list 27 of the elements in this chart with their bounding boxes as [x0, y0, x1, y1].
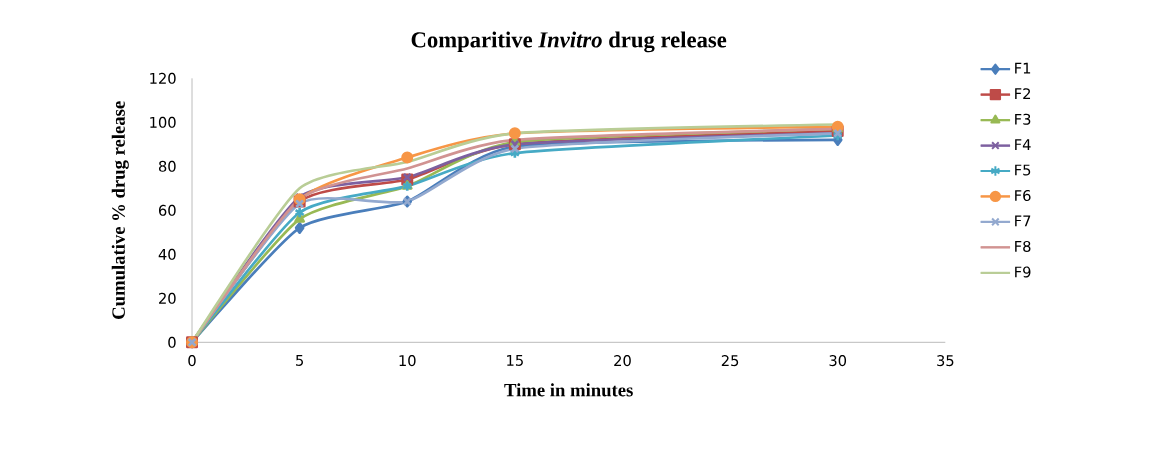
legend-label: F3 — [1015, 113, 1031, 125]
legend-label: F8 — [1015, 240, 1031, 252]
legend-label: F6 — [1015, 190, 1031, 202]
legend-label: F1 — [1015, 62, 1031, 74]
y-tick-label: 0 — [168, 336, 176, 348]
y-tick-label: 20 — [159, 292, 176, 304]
x-tick-label: 30 — [829, 355, 847, 367]
y-tick-label: 80 — [158, 160, 176, 172]
legend-label: F4 — [1015, 139, 1031, 150]
x-axis-title: Time in minutes — [504, 383, 633, 397]
y-tick-label: 60 — [159, 204, 176, 216]
x-tick-label: 10 — [399, 355, 416, 367]
x-tick-label: 20 — [614, 355, 631, 367]
legend-label: F2 — [1015, 88, 1031, 100]
legend-label: F7 — [1015, 215, 1031, 227]
x-tick-label: 35 — [937, 355, 954, 367]
y-tick-label: 120 — [150, 72, 176, 84]
y-tick-label: 40 — [158, 248, 176, 260]
legend-label: F9 — [1015, 266, 1031, 278]
x-tick-label: 5 — [296, 355, 304, 366]
y-axis-title: Cumulative % drug release — [111, 101, 129, 319]
y-tick-label: 100 — [150, 116, 176, 128]
legend-label: F5 — [1015, 164, 1031, 176]
x-tick-label: 25 — [721, 355, 739, 367]
x-tick-label: 15 — [507, 355, 523, 366]
x-tick-label: 0 — [188, 355, 196, 367]
chart-title: Comparitive Invitro drug release — [411, 31, 727, 53]
